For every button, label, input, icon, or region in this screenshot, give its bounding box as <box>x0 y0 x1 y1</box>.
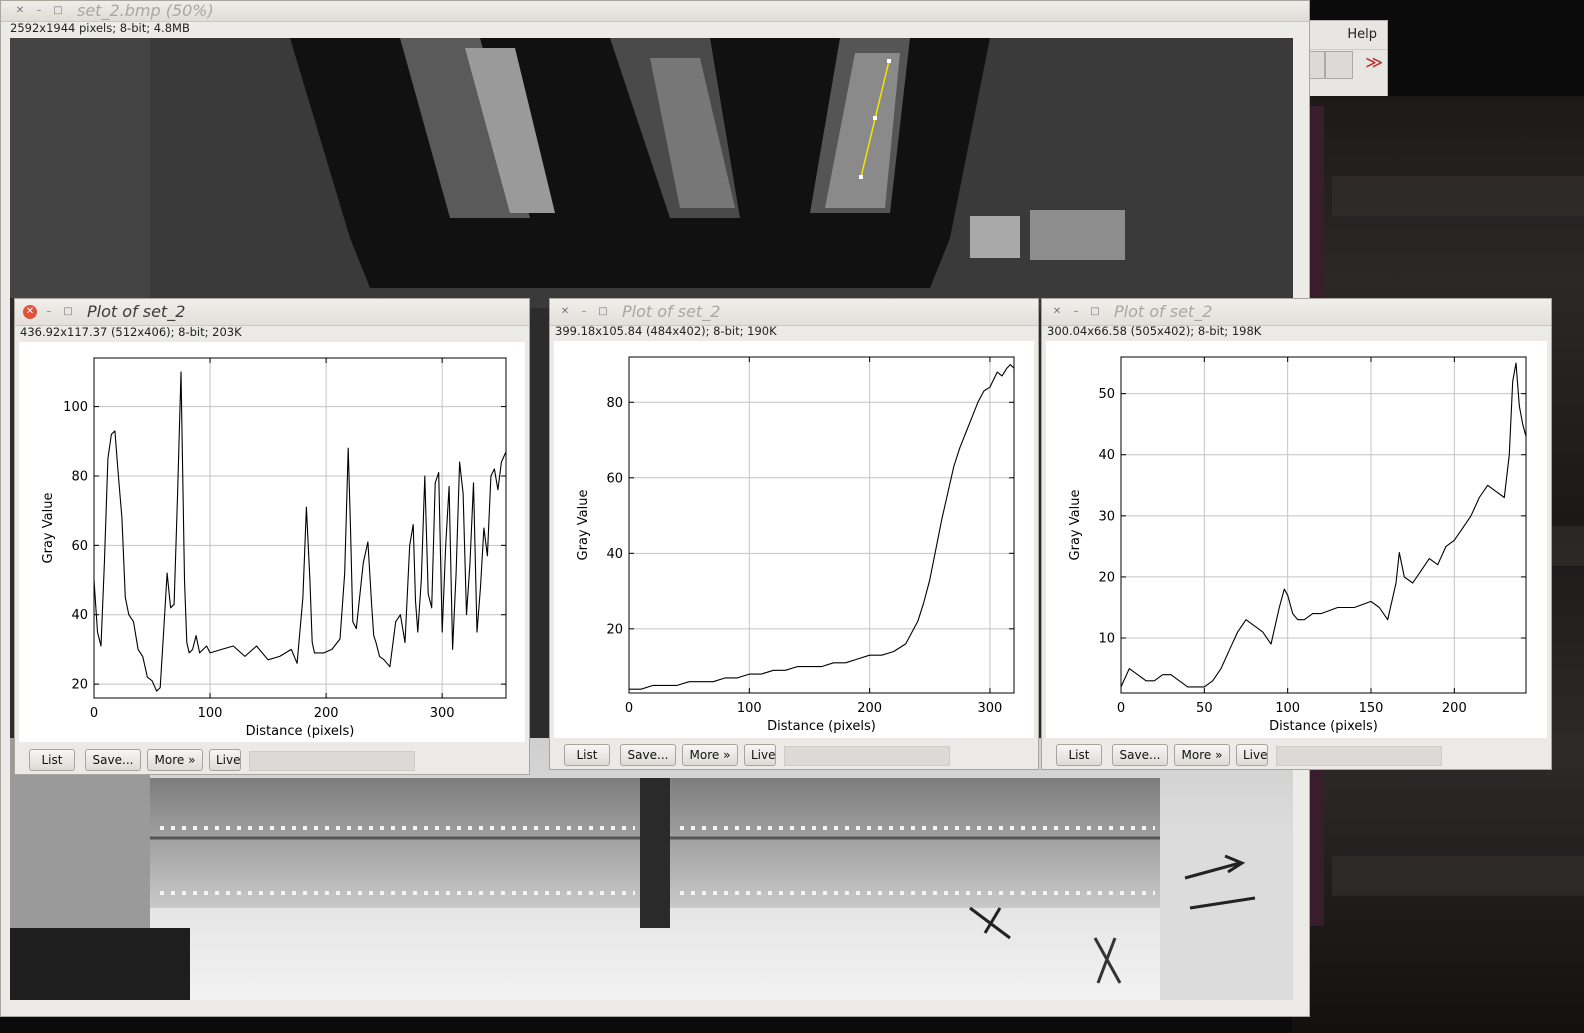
background-band <box>1332 856 1584 896</box>
x-tick-label: 100 <box>1275 701 1300 716</box>
maximize-icon[interactable]: □ <box>1090 306 1100 317</box>
y-tick-label: 40 <box>71 608 88 623</box>
maximize-icon[interactable]: □ <box>63 306 73 317</box>
series-line <box>1120 362 1527 688</box>
minimize-icon[interactable]: – <box>1073 306 1079 317</box>
plot-status-field <box>249 751 415 771</box>
y-axis-label: Gray Value <box>576 490 591 561</box>
window-title: Plot of set_2 <box>1114 302 1213 321</box>
plot-status-field <box>784 746 950 766</box>
close-icon[interactable]: ✕ <box>560 306 570 317</box>
x-tick-label: 100 <box>198 706 223 721</box>
y-tick-label: 20 <box>606 622 623 637</box>
y-tick-label: 100 <box>63 400 88 415</box>
window-title: Plot of set_2 <box>87 302 186 321</box>
menu-bar: Help <box>1291 21 1387 50</box>
save-button[interactable]: Save... <box>85 749 141 771</box>
plot-area[interactable]: 0 50 100 150 200 10 20 30 40 50 Distance (pixels) G… <box>1046 341 1547 738</box>
more-button[interactable]: More » <box>1174 744 1230 766</box>
plot-info: 300.04x66.58 (505x402); 8-bit; 198K <box>1047 324 1262 338</box>
y-tick-label: 40 <box>606 547 623 562</box>
y-tick-label: 20 <box>71 678 88 693</box>
plot-area[interactable]: 0 100 200 300 20 40 60 80 Distance (pixels) Gray … <box>554 341 1034 738</box>
maximize-icon[interactable]: □ <box>598 306 608 317</box>
more-button[interactable]: More » <box>682 744 738 766</box>
y-tick-label: 30 <box>1098 509 1115 524</box>
plot-area[interactable]: 0 100 200 300 20 40 60 80 100 Distance (pixels) Gr… <box>19 342 525 742</box>
plot-status-field <box>1276 746 1442 766</box>
background-band <box>1332 176 1584 216</box>
live-button[interactable]: Live <box>744 744 776 766</box>
y-tick-label: 60 <box>606 471 623 486</box>
x-tick-label: 300 <box>978 701 1003 716</box>
plot-window-3[interactable]: ✕ – □ Plot of set_2 300.04x66.58 (505x40… <box>1041 298 1552 770</box>
x-axis-label: Distance (pixels) <box>1269 719 1378 734</box>
tool-button[interactable] <box>1325 51 1353 79</box>
more-tools-icon[interactable]: ≫ <box>1365 53 1383 73</box>
x-tick-label: 300 <box>430 706 455 721</box>
x-tick-label: 200 <box>857 701 882 716</box>
y-axis-label: Gray Value <box>1068 490 1083 561</box>
x-tick-label: 50 <box>1196 701 1213 716</box>
title-bar[interactable]: ✕ – □ Plot of set_2 <box>1042 299 1551 326</box>
minimize-icon[interactable]: – <box>46 306 52 317</box>
line-chart: 0 50 100 150 200 10 20 30 40 50 Distance (pixels) G… <box>1068 356 1527 734</box>
y-tick-label: 20 <box>1098 570 1115 585</box>
x-tick-label: 150 <box>1359 701 1384 716</box>
x-tick-label: 100 <box>737 701 762 716</box>
close-icon[interactable]: ✕ <box>15 5 25 16</box>
x-tick-label: 0 <box>1117 701 1125 716</box>
series-line <box>93 371 507 692</box>
plot-info: 436.92x117.37 (512x406); 8-bit; 203K <box>20 325 242 339</box>
image-info: 2592x1944 pixels; 8-bit; 4.8MB <box>10 21 190 35</box>
y-tick-label: 80 <box>606 396 623 411</box>
y-tick-label: 40 <box>1098 448 1115 463</box>
close-icon[interactable]: ✕ <box>1052 306 1062 317</box>
plot-window-1[interactable]: ✕ – □ Plot of set_2 436.92x117.37 (512x4… <box>14 298 530 775</box>
plot-frame <box>1120 356 1527 694</box>
y-tick-label: 80 <box>71 469 88 484</box>
close-icon[interactable]: ✕ <box>23 305 37 319</box>
x-tick-label: 0 <box>625 701 633 716</box>
y-tick-label: 50 <box>1098 387 1115 402</box>
series-line <box>629 364 1015 690</box>
help-menu[interactable]: Help <box>1347 27 1377 42</box>
line-chart: 0 100 200 300 20 40 60 80 100 Distance (pixels) Gr… <box>41 357 507 739</box>
line-chart: 0 100 200 300 20 40 60 80 Distance (pixels) Gray … <box>576 356 1015 734</box>
window-title: set_2.bmp (50%) <box>77 1 214 20</box>
maximize-icon[interactable]: □ <box>53 5 63 16</box>
y-tick-label: 10 <box>1098 632 1115 647</box>
title-bar[interactable]: ✕ – □ set_2.bmp (50%) <box>1 1 1309 22</box>
list-button[interactable]: List <box>564 744 610 766</box>
y-tick-label: 60 <box>71 539 88 554</box>
x-tick-label: 0 <box>90 706 98 721</box>
list-button[interactable]: List <box>29 749 75 771</box>
title-bar[interactable]: ✕ – □ Plot of set_2 <box>15 299 529 326</box>
plot-frame <box>628 356 1015 694</box>
x-tick-label: 200 <box>1442 701 1467 716</box>
plot-window-2[interactable]: ✕ – □ Plot of set_2 399.18x105.84 (484x4… <box>549 298 1039 770</box>
x-tick-label: 200 <box>314 706 339 721</box>
save-button[interactable]: Save... <box>1112 744 1168 766</box>
live-button[interactable]: Live <box>209 749 241 771</box>
title-bar[interactable]: ✕ – □ Plot of set_2 <box>550 299 1038 326</box>
plot-info: 399.18x105.84 (484x402); 8-bit; 190K <box>555 324 777 338</box>
x-axis-label: Distance (pixels) <box>767 719 876 734</box>
x-axis-label: Distance (pixels) <box>246 724 355 739</box>
minimize-icon[interactable]: – <box>36 5 42 16</box>
live-button[interactable]: Live <box>1236 744 1268 766</box>
plot-frame <box>93 357 507 699</box>
window-title: Plot of set_2 <box>622 302 721 321</box>
more-button[interactable]: More » <box>147 749 203 771</box>
minimize-icon[interactable]: – <box>581 306 587 317</box>
list-button[interactable]: List <box>1056 744 1102 766</box>
save-button[interactable]: Save... <box>620 744 676 766</box>
y-axis-label: Gray Value <box>41 493 56 564</box>
